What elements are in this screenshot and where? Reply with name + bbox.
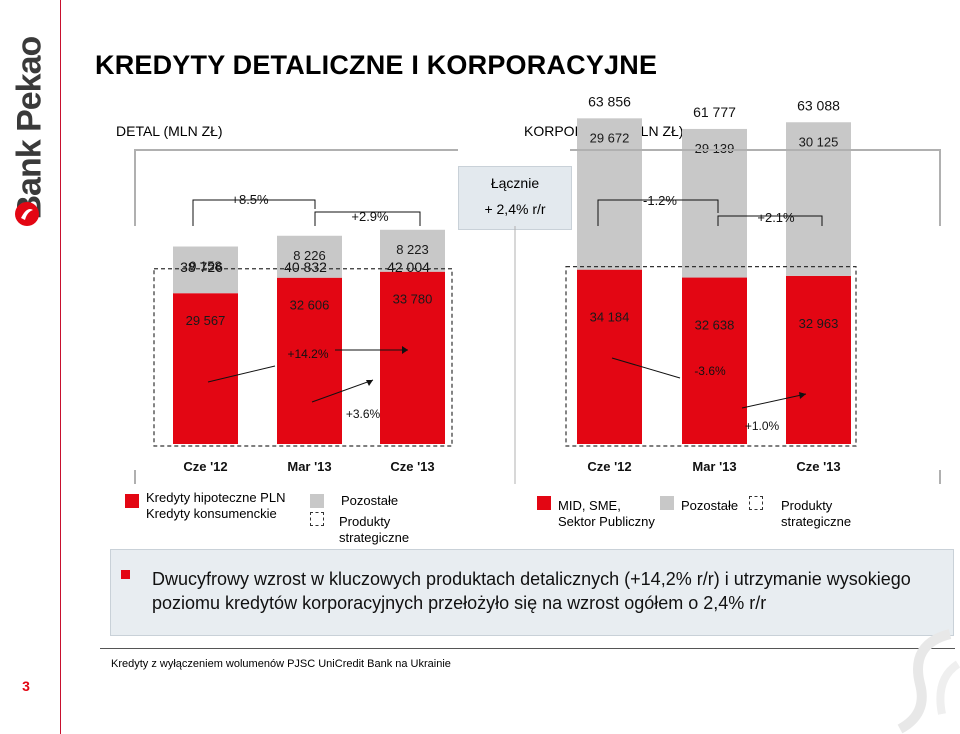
category-label-korporacje-1: Mar '13	[692, 459, 736, 474]
legend-swatch-dashed-detal	[310, 512, 324, 526]
sidebar: Bank Pekao	[0, 0, 61, 734]
bar-segment-detal-gray-0	[173, 246, 238, 294]
bracket-total-qoq-korporacje	[717, 215, 823, 226]
total-label-detal-2: 42 004	[387, 259, 430, 275]
total-label-korporacje-2: 63 088	[797, 97, 840, 113]
category-label-detal-0: Cze '12	[183, 459, 227, 474]
data-label-detal-gray-0: 9 158	[189, 259, 222, 274]
bar-segment-korporacje-gray-0	[577, 118, 642, 270]
page-number: 3	[22, 678, 30, 694]
arrow-red-yoy-detal	[207, 365, 276, 383]
bar-segment-detal-red-1	[277, 277, 342, 444]
bullet-icon	[121, 570, 130, 579]
bar-segment-detal-red-0	[173, 293, 238, 444]
data-label-korporacje-red-0: 34 184	[590, 310, 630, 325]
footer-divider	[100, 648, 955, 649]
legend-label-dashed-korporacje: Produkty strategiczne	[781, 498, 852, 529]
bar-segment-korporacje-gray-2	[786, 122, 851, 276]
data-label-detal-red-2: 33 780	[393, 292, 433, 307]
change-label-korporacje-total-qoq: +2.1%	[757, 210, 795, 225]
change-label-detal-total-yoy: +8.5%	[231, 192, 269, 207]
legend-label-gray-detal: Pozostałe	[341, 493, 399, 508]
bar-segment-detal-red-2	[380, 271, 445, 444]
brand-logo-icon	[15, 202, 39, 226]
bar-segment-korporacje-red-0	[577, 269, 642, 444]
legend-swatch-red-korporacje	[537, 496, 551, 510]
change-label-korporacje-red-yoy: +1.0%	[745, 419, 780, 433]
arrow-red-qoq-detal	[311, 379, 374, 403]
data-label-detal-gray-1: 8 226	[293, 248, 326, 263]
chart-korporacje: 34 184 29 672 63 856 Cze '12 32 638 29 139 61 …	[565, 93, 857, 474]
change-label-korporacje-total-yoy: -1.2%	[643, 193, 677, 208]
key-message-text: Dwucyfrowy wzrost w kluczowych produktac…	[152, 569, 911, 613]
chart-frame-bottom	[134, 470, 941, 484]
change-label-detal-total-qoq: +2.9%	[351, 209, 389, 224]
category-label-detal-1: Mar '13	[287, 459, 331, 474]
total-label-korporacje-0: 63 856	[588, 93, 631, 109]
bar-segment-korporacje-red-1	[682, 277, 747, 444]
legend-label-red-korporacje: MID, SME, Sektor Publiczny	[558, 498, 655, 529]
data-label-detal-gray-2: 8 223	[396, 242, 429, 257]
data-label-korporacje-red-1: 32 638	[695, 318, 735, 333]
change-label-detal-red-yoy: +14.2%	[287, 347, 328, 361]
total-label-korporacje-1: 61 777	[693, 104, 736, 120]
total-label-detal-1: 40 832	[284, 259, 327, 275]
legend-swatch-red-detal	[125, 494, 139, 508]
total-change-value: + 2,4% r/r	[484, 201, 546, 217]
data-label-korporacje-red-2: 32 963	[799, 316, 839, 331]
page-title: KREDYTY DETALICZNE I KORPORACYJNE	[95, 50, 658, 80]
bracket-total-qoq-detal	[314, 211, 421, 226]
bracket-total-yoy-detal	[192, 199, 316, 226]
decorative-swirl-icon	[897, 629, 960, 734]
footnote: Kredyty z wyłączeniem wolumenów PJSC Uni…	[111, 658, 451, 670]
legend-swatch-dashed-korporacje	[749, 496, 763, 510]
total-label-detal-0: 38 726	[180, 259, 223, 275]
chart-frame-top	[134, 149, 941, 226]
bar-segment-detal-gray-2	[380, 229, 445, 272]
strategic-products-frame-korporacje	[565, 266, 857, 447]
bar-segment-korporacje-red-2	[786, 275, 851, 444]
bar-segment-korporacje-gray-1	[682, 128, 747, 278]
data-label-korporacje-gray-1: 29 139	[695, 141, 735, 156]
section-label-detal: DETAL (MLN ZŁ)	[116, 123, 223, 139]
total-change-box: Łącznie + 2,4% r/r	[458, 166, 572, 230]
bracket-total-yoy-korporacje	[597, 199, 719, 226]
strategic-products-frame-detal	[153, 268, 453, 447]
category-label-detal-2: Cze '13	[390, 459, 434, 474]
data-label-detal-red-1: 32 606	[290, 298, 330, 313]
sidebar-divider	[60, 0, 61, 734]
arrow-head-korporacje	[799, 392, 806, 399]
legend-label-red-detal: Kredyty hipoteczne PLN Kredyty konsumenc…	[146, 490, 286, 521]
data-label-detal-red-0: 29 567	[186, 313, 226, 328]
legend-swatch-gray-detal	[310, 494, 324, 508]
arrow-head-detal-2	[366, 380, 373, 386]
arrow-red-qoq-korporacje	[741, 393, 807, 409]
change-label-detal-red-qoq: +3.6%	[346, 407, 381, 421]
arrow-red-yoy-korporacje	[611, 357, 681, 379]
arrow-head-detal-1	[402, 346, 408, 354]
legend-swatch-gray-korporacje	[660, 496, 674, 510]
bar-segment-detal-gray-1	[277, 235, 342, 278]
legend-label-dashed-detal: Produkty strategiczne	[339, 514, 410, 545]
total-change-label: Łącznie	[490, 175, 540, 191]
data-label-korporacje-gray-0: 29 672	[590, 130, 630, 145]
data-label-korporacje-gray-2: 30 125	[799, 134, 839, 149]
legend-label-gray-korporacje: Pozostałe	[681, 498, 739, 513]
key-message-box: Dwucyfrowy wzrost w kluczowych produktac…	[110, 549, 954, 636]
category-label-korporacje-2: Cze '13	[796, 459, 840, 474]
category-label-korporacje-0: Cze '12	[587, 459, 631, 474]
change-label-korporacje-red-qoq: -3.6%	[694, 364, 726, 378]
